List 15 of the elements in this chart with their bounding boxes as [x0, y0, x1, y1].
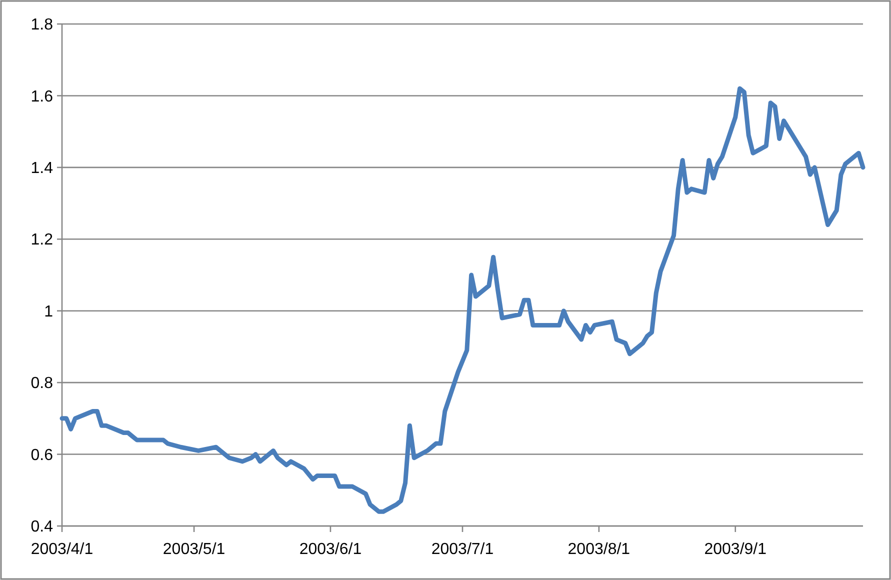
x-tick-label: 2003/5/1: [162, 541, 226, 558]
y-tick-label: 1.6: [30, 88, 54, 106]
x-tick-label: 2003/9/1: [704, 541, 767, 558]
y-tick-label: 0.6: [30, 446, 54, 464]
y-tick-label: 0.4: [30, 518, 54, 536]
line-series: [60, 86, 866, 514]
y-tick-label: 1.2: [30, 232, 54, 249]
x-tick-label: 2003/6/1: [299, 541, 362, 558]
y-tick-label: 1: [44, 303, 54, 320]
x-tick-label: 2003/8/1: [568, 541, 630, 558]
x-tick-label: 2003/4/1: [30, 541, 94, 558]
y-tick-label: 1.8: [30, 16, 54, 34]
y-tick-label: 1.4: [30, 160, 54, 178]
x-tick-label: 2003/7/1: [431, 541, 494, 558]
y-tick-label: 0.8: [30, 375, 54, 392]
